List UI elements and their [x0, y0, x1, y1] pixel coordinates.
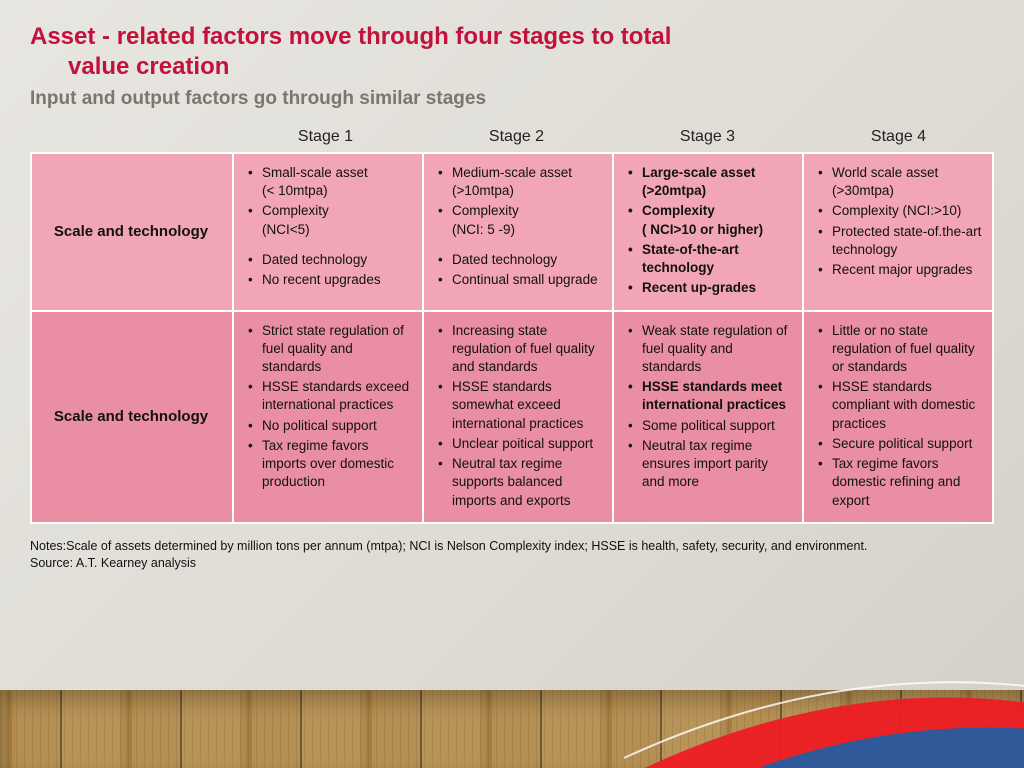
bullet-item: Neutral tax regime ensures import parity… [626, 437, 792, 492]
stage-cell: Small-scale asset(< 10mtpa)Complexity(NC… [234, 154, 422, 310]
slide: Asset - related factors move through fou… [0, 0, 1024, 768]
stage-cell: Strict state regulation of fuel quality … [234, 312, 422, 522]
bullet-item: Recent up-grades [626, 279, 792, 297]
bullet-item: Continual small upgrade [436, 271, 602, 289]
bullet-item: Small-scale asset(< 10mtpa) [246, 164, 412, 200]
title-line-2: value creation [30, 52, 994, 82]
stage-header-2: Stage 2 [421, 128, 612, 146]
bullet-item: World scale asset (>30mtpa) [816, 164, 982, 200]
bullet-item: Tax regime favors domestic refining and … [816, 455, 982, 510]
stage-header-4: Stage 4 [803, 128, 994, 146]
row-label: Scale and technology [32, 312, 232, 522]
bullet-item: HSSE standards compliant with domestic p… [816, 378, 982, 433]
footnotes: Notes:Scale of assets determined by mill… [30, 538, 994, 573]
floor-decoration [0, 690, 1024, 768]
bullet-item: Weak state regulation of fuel quality an… [626, 322, 792, 377]
bullet-item: HSSE standards exceed international prac… [246, 378, 412, 414]
stage-header-3: Stage 3 [612, 128, 803, 146]
stage-matrix: Scale and technologySmall-scale asset(< … [30, 152, 994, 524]
bullet-item: Large-scale asset (>20mtpa) [626, 164, 792, 200]
stage-header-1: Stage 1 [230, 128, 421, 146]
bullet-item: HSSE standards meet international practi… [626, 378, 792, 414]
bullet-item: Neutral tax regime supports balanced imp… [436, 455, 602, 510]
bullet-item: Complexity( NCI>10 or higher) [626, 202, 792, 238]
row-label: Scale and technology [32, 154, 232, 310]
bullet-item: Little or no state regulation of fuel qu… [816, 322, 982, 377]
stage-header-row: Stage 1 Stage 2 Stage 3 Stage 4 [30, 128, 994, 146]
bullet-item: Medium-scale asset (>10mtpa) [436, 164, 602, 200]
bullet-item: Tax regime favors imports over domestic … [246, 437, 412, 492]
bullet-item: Secure political support [816, 435, 982, 453]
bullet-item: State-of-the-art technology [626, 241, 792, 277]
bullet-item: Dated technology [436, 251, 602, 269]
bullet-item: Complexity (NCI:>10) [816, 202, 982, 220]
title-line-1: Asset - related factors move through fou… [30, 22, 994, 52]
stage-cell: Medium-scale asset (>10mtpa)Complexity(N… [424, 154, 612, 310]
bullet-item: No political support [246, 417, 412, 435]
bullet-item: Complexity(NCI<5) [246, 202, 412, 238]
slide-subtitle: Input and output factors go through simi… [30, 88, 994, 110]
bullet-item: Dated technology [246, 251, 412, 269]
bullet-item: HSSE standards somewhat exceed internati… [436, 378, 602, 433]
bullet-item: Some political support [626, 417, 792, 435]
notes-line-1: Notes:Scale of assets determined by mill… [30, 538, 994, 556]
bullet-item: Unclear poitical support [436, 435, 602, 453]
stage-cell: World scale asset (>30mtpa) Complexity (N… [804, 154, 992, 310]
notes-line-2: Source: A.T. Kearney analysis [30, 555, 994, 573]
stage-cell: Increasing state regulation of fuel qual… [424, 312, 612, 522]
bullet-item: No recent upgrades [246, 271, 412, 289]
stage-cell: Large-scale asset (>20mtpa)Complexity( N… [614, 154, 802, 310]
bullet-item: Recent major upgrades [816, 261, 982, 279]
bullet-item: Protected state-of.the-art technology [816, 223, 982, 259]
slide-title: Asset - related factors move through fou… [30, 22, 994, 82]
stage-cell: Little or no state regulation of fuel qu… [804, 312, 992, 522]
bullet-item: Increasing state regulation of fuel qual… [436, 322, 602, 377]
stage-cell: Weak state regulation of fuel quality an… [614, 312, 802, 522]
bullet-item: Strict state regulation of fuel quality … [246, 322, 412, 377]
bullet-item: Complexity(NCI: 5 -9) [436, 202, 602, 238]
